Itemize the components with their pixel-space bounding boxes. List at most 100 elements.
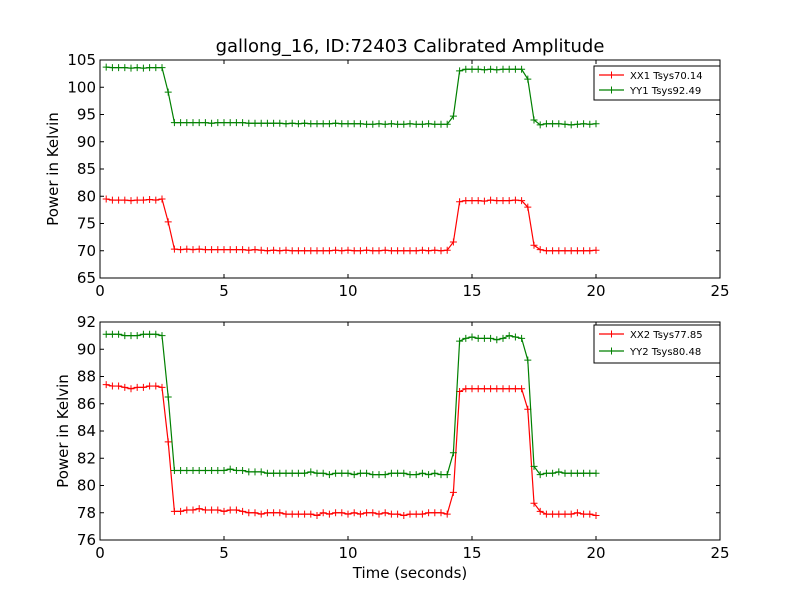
data-point: [115, 330, 123, 338]
data-point: [127, 385, 135, 393]
data-point: [201, 246, 209, 254]
data-point: [487, 385, 495, 393]
data-point: [282, 120, 290, 128]
data-point: [139, 383, 147, 391]
data-point: [493, 336, 501, 344]
data-point: [418, 510, 426, 518]
data-point: [375, 120, 383, 128]
data-point: [487, 334, 495, 342]
data-point: [325, 120, 333, 128]
data-point: [592, 246, 600, 254]
data-point: [152, 382, 160, 390]
data-point: [412, 510, 420, 518]
data-point: [387, 510, 395, 518]
data-point: [369, 247, 377, 255]
data-point: [139, 330, 147, 338]
data-point: [456, 198, 464, 206]
data-point: [505, 65, 513, 73]
x-tick-label: 10: [338, 282, 357, 300]
data-point: [121, 64, 129, 72]
data-point: [567, 247, 575, 255]
data-point: [468, 197, 476, 205]
data-point: [338, 509, 346, 517]
y-tick-label: 70: [77, 242, 96, 260]
data-point: [313, 511, 321, 519]
data-point: [524, 75, 532, 83]
data-point: [270, 119, 278, 127]
y-tick-label: 85: [77, 160, 96, 178]
data-point: [406, 120, 414, 128]
data-point: [400, 469, 408, 477]
data-point: [189, 506, 197, 514]
data-point: [146, 330, 154, 338]
data-point: [251, 509, 259, 517]
data-point: [375, 471, 383, 479]
data-point: [536, 471, 544, 479]
data-point: [567, 469, 575, 477]
data-point: [586, 469, 594, 477]
data-point: [480, 197, 488, 205]
legend-marker: [608, 330, 615, 338]
legend-marker: [608, 347, 615, 355]
data-point: [189, 246, 197, 254]
data-point: [208, 246, 216, 254]
data-point: [158, 195, 166, 203]
x-tick-label: 25: [710, 544, 729, 562]
data-point: [183, 506, 191, 514]
data-point: [369, 509, 377, 517]
data-point: [425, 509, 433, 517]
data-point: [226, 506, 234, 514]
data-point: [294, 120, 302, 128]
data-point: [177, 507, 185, 515]
legend-entry: XX1 Tsys70.14: [630, 71, 703, 82]
data-point: [189, 119, 197, 127]
data-point: [381, 246, 389, 254]
data-point: [573, 469, 581, 477]
data-point: [344, 246, 352, 254]
data-point: [561, 247, 569, 255]
data-point: [183, 119, 191, 127]
y-tick-label: 105: [67, 51, 96, 69]
data-point: [443, 246, 451, 254]
data-point: [121, 383, 129, 391]
data-point: [183, 467, 191, 475]
data-point: [437, 247, 445, 255]
data-point: [381, 471, 389, 479]
y-axis-label: Power in Kelvin: [44, 112, 62, 226]
data-point: [425, 120, 433, 128]
data-point: [350, 120, 358, 128]
data-point: [201, 467, 209, 475]
data-point: [127, 64, 135, 72]
data-point: [586, 120, 594, 128]
data-point: [400, 120, 408, 128]
data-point: [276, 247, 284, 255]
data-point: [158, 332, 166, 340]
top-plot: 0 5 10 15 20 25 65 70 75 80 85 90 95 100 105 Power in K…: [44, 51, 730, 300]
data-point: [152, 196, 160, 204]
data-point: [294, 247, 302, 255]
data-point: [338, 120, 346, 128]
y-tick-label: 92: [77, 313, 96, 331]
data-point: [350, 247, 358, 255]
data-point: [431, 509, 439, 517]
data-point: [406, 247, 414, 255]
x-tick-label: 25: [710, 282, 729, 300]
data-point: [301, 469, 309, 477]
data-point: [394, 247, 402, 255]
data-point: [301, 247, 309, 255]
y-tick-label: 90: [77, 133, 96, 151]
data-point: [195, 467, 203, 475]
data-point: [239, 467, 247, 475]
data-point: [201, 506, 209, 514]
data-point: [115, 64, 123, 72]
data-point: [474, 197, 482, 205]
x-axis-label: Time (seconds): [352, 564, 468, 582]
data-point: [555, 120, 563, 128]
data-point: [170, 245, 178, 253]
data-point: [282, 510, 290, 518]
data-point: [363, 469, 371, 477]
x-tick-label: 10: [338, 544, 357, 562]
y-tick-label: 86: [77, 395, 96, 413]
data-point: [580, 120, 588, 128]
y-tick-label: 88: [77, 368, 96, 386]
